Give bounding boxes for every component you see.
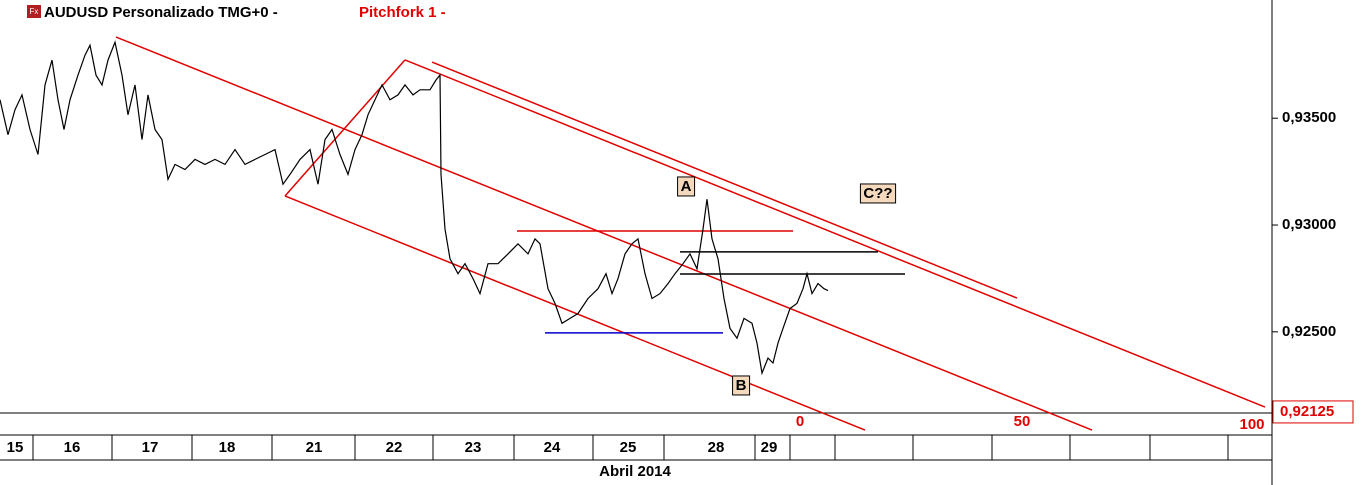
drawing-line <box>115 36 1093 431</box>
icon <box>27 5 41 18</box>
wave-label: B <box>736 377 747 394</box>
x-axis-label: Abril 2014 <box>599 463 671 480</box>
x-tick-label: 25 <box>620 439 637 456</box>
icon-text: Fx <box>30 7 39 16</box>
drawing-line <box>284 59 406 197</box>
chart-title: AUDUSD Personalizado TMG+0 - <box>44 4 278 21</box>
drawing-line <box>431 61 1018 299</box>
y-tick-label: 0,93000 <box>1282 216 1336 233</box>
study-name: Pitchfork 1 - <box>359 4 446 21</box>
wave-label: C?? <box>863 185 892 202</box>
y-tick-label: 0,92500 <box>1282 323 1336 340</box>
fib-level-label: 0 <box>796 413 804 430</box>
drawing-line <box>404 59 1266 408</box>
x-tick-label: 16 <box>64 439 81 456</box>
x-tick-label: 29 <box>761 439 778 456</box>
x-tick-label: 21 <box>306 439 323 456</box>
x-tick-label: 18 <box>219 439 236 456</box>
x-tick-label: 24 <box>544 439 561 456</box>
x-tick-label: 22 <box>386 439 403 456</box>
drawing-line <box>284 195 866 431</box>
wave-label: A <box>681 178 692 195</box>
last-price-box <box>1272 400 1354 424</box>
x-tick-label: 15 <box>7 439 24 456</box>
x-tick-label: 17 <box>142 439 159 456</box>
fib-level-label: 50 <box>1014 413 1031 430</box>
wave-label-box <box>859 183 897 204</box>
fib-level-label: 100 <box>1239 416 1264 433</box>
x-tick-label: 23 <box>465 439 482 456</box>
y-tick-label: 0,93500 <box>1282 109 1336 126</box>
wave-label-box <box>677 176 696 197</box>
x-tick-label: 28 <box>708 439 725 456</box>
wave-label-box <box>732 375 751 396</box>
price-line <box>0 40 829 376</box>
last-price-label: 0,92125 <box>1280 403 1334 420</box>
